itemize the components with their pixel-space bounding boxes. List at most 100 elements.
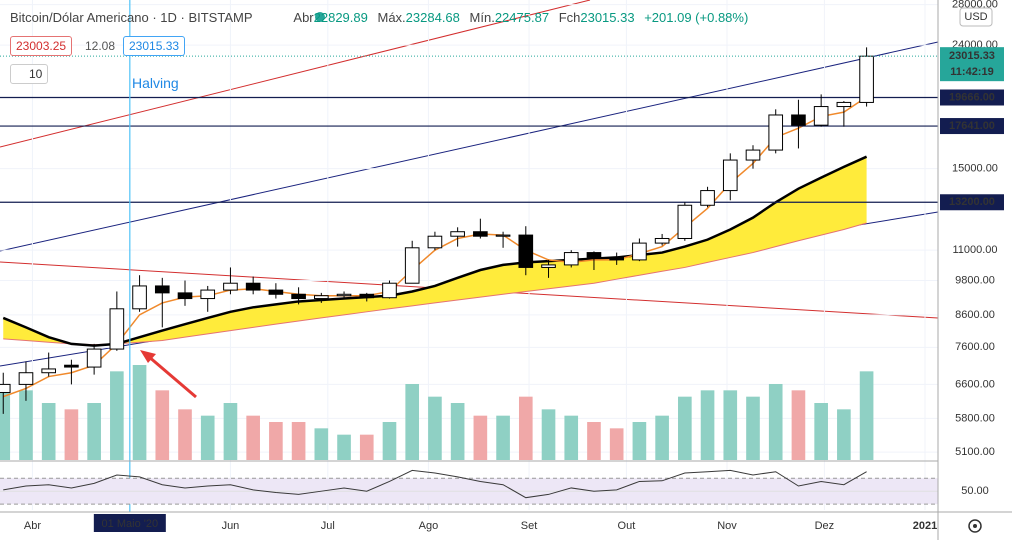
x-tick-label: 2021 bbox=[913, 520, 937, 532]
volume-bar bbox=[155, 390, 170, 460]
candle-body bbox=[382, 282, 397, 299]
rsi-tick-label: 50.00 bbox=[961, 485, 989, 497]
y-tick-label: 7600.00 bbox=[955, 341, 995, 353]
annotation: Halving bbox=[132, 75, 179, 91]
x-tick-label: Abr bbox=[24, 520, 41, 532]
volume-bar bbox=[564, 415, 579, 460]
volume-bar bbox=[746, 396, 760, 460]
countdown: 11:42:19 bbox=[950, 66, 993, 78]
candle-body bbox=[450, 231, 465, 237]
volume-bar bbox=[609, 428, 624, 460]
volume-bar bbox=[200, 415, 215, 460]
candle-body bbox=[609, 256, 624, 261]
buy-button[interactable]: 23015.33 bbox=[123, 36, 186, 56]
sell-button[interactable]: 23003.25 bbox=[10, 36, 73, 56]
volume-bar bbox=[428, 396, 442, 460]
candle-body bbox=[109, 308, 125, 350]
crosshair-label-box bbox=[93, 514, 166, 532]
settings-icon[interactable] bbox=[968, 519, 982, 533]
volume-bar bbox=[541, 409, 556, 460]
candle-body bbox=[86, 348, 102, 368]
volume-bar bbox=[450, 403, 465, 460]
data-layer bbox=[0, 0, 938, 512]
volume-bar bbox=[291, 422, 306, 460]
candle-body bbox=[791, 114, 806, 126]
candle-body bbox=[427, 235, 443, 249]
candle-body bbox=[677, 204, 693, 239]
y-tick-label: 28000.00 bbox=[952, 0, 998, 11]
price-line-label: 19666.00 bbox=[949, 91, 995, 103]
volume-bar bbox=[632, 422, 647, 460]
x-tick-label: Set bbox=[521, 520, 538, 532]
x-tick-label: Ago bbox=[419, 520, 439, 532]
price-line-box bbox=[940, 118, 1004, 135]
currency: USD bbox=[964, 11, 987, 23]
y-tick-label: 6600.00 bbox=[955, 378, 995, 390]
x-tick-label: Dez bbox=[815, 520, 835, 532]
volume-bar bbox=[700, 390, 715, 460]
volume-bar bbox=[587, 422, 601, 460]
price-line-box bbox=[940, 89, 1004, 106]
y-tick-label: 15000.00 bbox=[952, 163, 998, 175]
candle-body bbox=[541, 264, 556, 268]
volume-bar bbox=[791, 390, 806, 460]
price-line-box bbox=[940, 194, 1004, 211]
candle-body bbox=[722, 159, 738, 192]
symbol-title: Bitcoin/Dólar Americano · 1D · BITSTAMP bbox=[10, 10, 253, 25]
candle-body bbox=[563, 252, 579, 266]
candle-body bbox=[700, 190, 715, 206]
volume-bar bbox=[496, 415, 510, 460]
trend-line bbox=[0, 41, 939, 252]
candle-body bbox=[745, 149, 761, 161]
volume-bar bbox=[473, 415, 488, 460]
candle-body bbox=[314, 295, 329, 300]
candle-body bbox=[836, 101, 852, 108]
volume-bar bbox=[178, 409, 192, 460]
header: Bitcoin/Dólar Americano · 1D · BITSTAMP … bbox=[10, 10, 754, 25]
indicator-toggle[interactable]: 10 bbox=[10, 64, 49, 84]
volume-bar bbox=[359, 434, 374, 460]
volume-bar bbox=[655, 415, 669, 460]
ohlc-value: 22475.87 bbox=[494, 10, 550, 25]
volume-bar bbox=[814, 403, 828, 460]
candle-body bbox=[132, 285, 147, 310]
cloud bbox=[3, 156, 867, 346]
currency-box[interactable] bbox=[959, 7, 993, 27]
price-line-label: 17641.00 bbox=[949, 120, 995, 132]
volume-bar bbox=[132, 365, 147, 460]
candle-body bbox=[268, 289, 284, 295]
candle-body bbox=[768, 114, 784, 151]
x-tick-label: Nov bbox=[717, 520, 737, 532]
volume-bar bbox=[405, 384, 420, 460]
volume-bar bbox=[87, 403, 101, 460]
candle-body bbox=[813, 106, 829, 126]
ohlc-value: 22829.89 bbox=[313, 10, 368, 25]
volume-bar bbox=[64, 409, 79, 460]
candle-body bbox=[359, 293, 375, 299]
price-line-label: 13200.00 bbox=[949, 196, 995, 208]
line bbox=[3, 469, 867, 499]
spread: 12.08 bbox=[85, 39, 116, 53]
candle-body bbox=[41, 368, 57, 374]
candle-body bbox=[336, 293, 352, 297]
volume-bar bbox=[678, 396, 692, 460]
candle-body bbox=[473, 231, 488, 237]
candle-body bbox=[632, 242, 647, 261]
candle-body bbox=[495, 234, 511, 237]
change: +201.09 (+0.88%) bbox=[644, 10, 749, 25]
ohlc-label: Mín. bbox=[469, 10, 495, 25]
candle-body bbox=[0, 383, 11, 393]
candle-body bbox=[177, 292, 193, 300]
volume-bar bbox=[859, 371, 874, 460]
volume-bar bbox=[768, 384, 783, 460]
y-tick-label: 8600.00 bbox=[955, 309, 995, 321]
volume-bar bbox=[337, 434, 351, 460]
volume-bar bbox=[223, 403, 238, 460]
candle-body bbox=[404, 247, 420, 284]
y-tick-label: 11000.00 bbox=[952, 244, 997, 256]
volume-bar bbox=[19, 390, 33, 460]
y-tick-label: 5800.00 bbox=[955, 412, 995, 424]
y-tick-label: 5100.00 bbox=[955, 446, 995, 458]
